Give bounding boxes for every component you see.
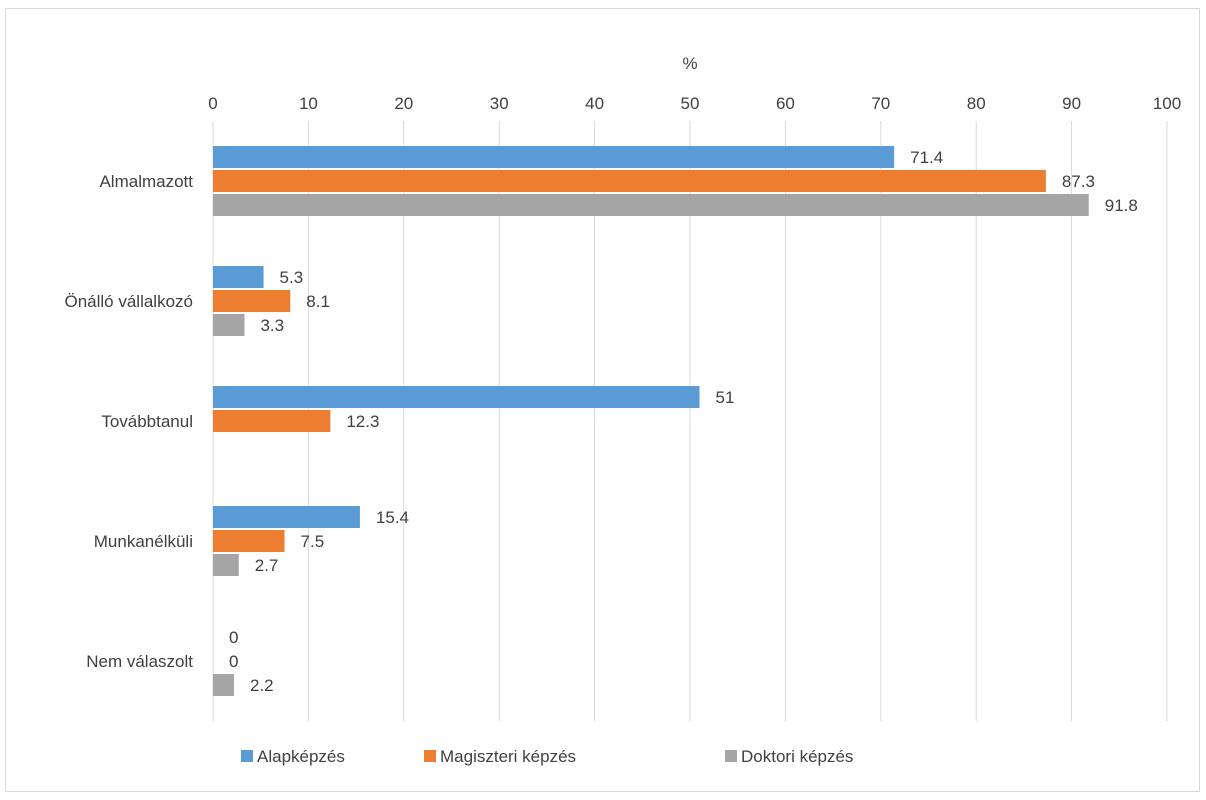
data-labels: 71.487.391.85.38.13.35112.315.47.52.7002… (229, 148, 1138, 695)
bar (213, 506, 360, 528)
x-tick-label: 100 (1153, 94, 1181, 113)
data-label: 5.3 (280, 268, 304, 287)
x-axis-title: % (682, 54, 697, 73)
data-label: 7.5 (301, 532, 325, 551)
data-label: 8.1 (306, 292, 330, 311)
data-label: 3.3 (260, 316, 284, 335)
data-label: 15.4 (376, 508, 409, 527)
category-label: Almalmazott (99, 172, 193, 191)
chart-frame: % 0 10 20 30 40 50 60 70 80 90 100 Almalmazott Önál… (5, 8, 1200, 792)
data-label: 51 (716, 388, 735, 407)
legend-label: Magiszteri képzés (440, 747, 576, 766)
bar (213, 194, 1089, 216)
x-tick-label: 70 (871, 94, 890, 113)
data-label: 91.8 (1105, 196, 1138, 215)
x-axis-ticks: 0 10 20 30 40 50 60 70 80 90 100 (208, 94, 1181, 113)
bar (213, 314, 245, 336)
x-tick-label: 30 (490, 94, 509, 113)
bar (213, 266, 264, 288)
x-tick-label: 10 (299, 94, 318, 113)
x-tick-label: 40 (585, 94, 604, 113)
bar-chart: % 0 10 20 30 40 50 60 70 80 90 100 Almalmazott Önál… (64, 54, 1181, 766)
bar (213, 410, 331, 432)
x-tick-label: 60 (776, 94, 795, 113)
legend-label: Alapképzés (257, 747, 345, 766)
bars (213, 146, 1089, 696)
data-label: 12.3 (346, 412, 379, 431)
data-label: 87.3 (1062, 172, 1095, 191)
data-label: 0 (229, 652, 238, 671)
category-label: Munkanélküli (94, 532, 193, 551)
data-label: 2.7 (255, 556, 279, 575)
data-label: 2.2 (250, 676, 274, 695)
category-labels: Almalmazott Önálló vállalkozó Továbbtanul M… (64, 172, 193, 671)
legend: Alapképzés Magiszteri képzés Doktori képzé… (241, 747, 853, 766)
legend-swatch (241, 750, 253, 762)
x-tick-label: 50 (681, 94, 700, 113)
x-tick-label: 90 (1062, 94, 1081, 113)
bar (213, 290, 291, 312)
x-tick-label: 80 (967, 94, 986, 113)
x-tick-label: 0 (208, 94, 217, 113)
category-label: Önálló vállalkozó (64, 292, 193, 311)
bar (213, 554, 239, 576)
x-tick-label: 20 (394, 94, 413, 113)
bar (213, 674, 234, 696)
category-label: Nem válaszolt (86, 652, 193, 671)
gridlines (212, 121, 1168, 721)
legend-swatch (424, 750, 436, 762)
category-label: Továbbtanul (101, 412, 193, 431)
bar (213, 386, 700, 408)
legend-swatch (725, 750, 737, 762)
bar (213, 146, 895, 168)
legend-label: Doktori képzés (741, 747, 853, 766)
data-label: 0 (229, 628, 238, 647)
bar (213, 530, 285, 552)
data-label: 71.4 (910, 148, 943, 167)
bar (213, 170, 1046, 192)
